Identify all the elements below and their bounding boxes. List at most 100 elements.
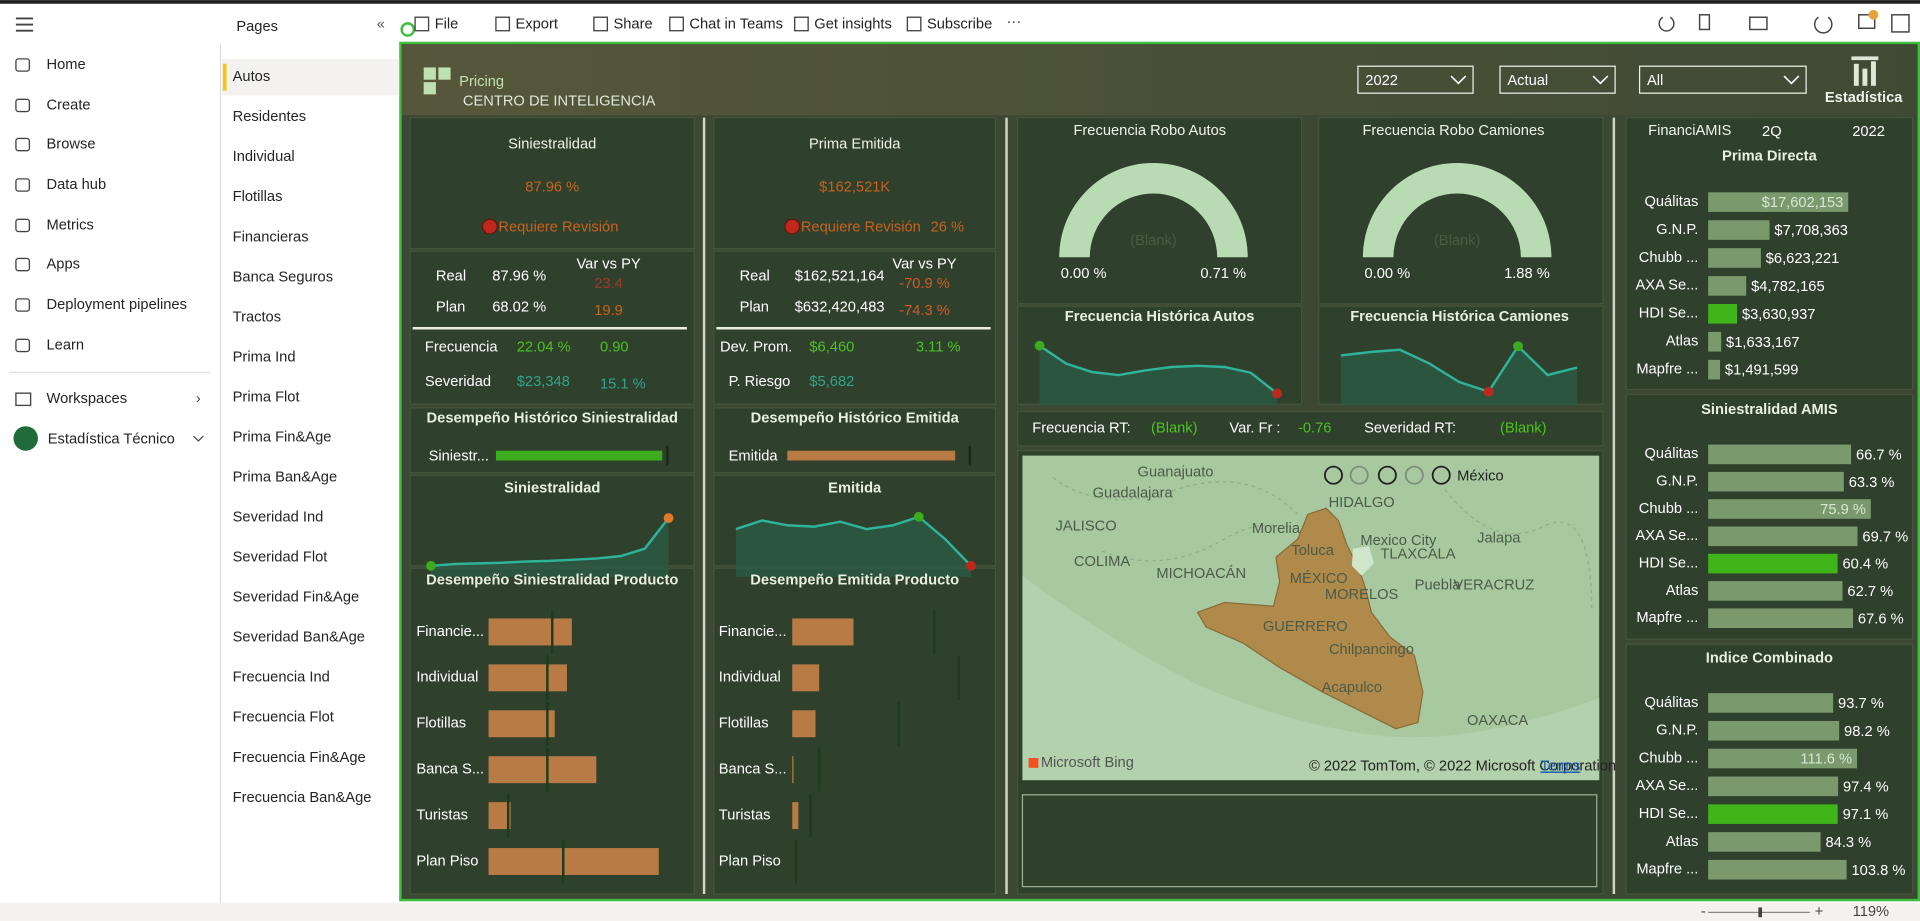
filter-value[interactable]: Actual bbox=[1507, 73, 1548, 89]
bar bbox=[488, 802, 511, 830]
page-tab[interactable]: Prima Ind bbox=[233, 349, 296, 365]
collapse-pages[interactable]: « bbox=[377, 16, 385, 32]
rt-label: Severidad RT: bbox=[1364, 421, 1456, 437]
page-tab[interactable]: Autos bbox=[233, 69, 271, 85]
nav-item[interactable]: Data hub bbox=[47, 177, 107, 193]
category-label: Individual bbox=[416, 670, 478, 686]
page-tab[interactable]: Frecuencia Ban&Age bbox=[233, 790, 372, 806]
nav-item[interactable]: Learn bbox=[47, 337, 85, 353]
value-label: $1,491,599 bbox=[1725, 363, 1799, 379]
value-label: 66.7 % bbox=[1856, 447, 1902, 463]
value-label: $3,630,937 bbox=[1742, 307, 1816, 323]
bing-logo bbox=[1028, 758, 1039, 768]
value-label: 97.1 % bbox=[1843, 807, 1889, 823]
toolbar-item[interactable]: Subscribe bbox=[927, 16, 992, 32]
map-label: Toluca bbox=[1291, 543, 1334, 559]
page-tab[interactable]: Prima Ban&Age bbox=[233, 470, 338, 486]
page-tab[interactable]: Individual bbox=[233, 149, 295, 165]
category-label: Quálitas bbox=[1644, 194, 1698, 210]
nav-item[interactable]: Metrics bbox=[47, 217, 94, 233]
hamburger[interactable] bbox=[15, 17, 34, 32]
filter-box bbox=[1499, 65, 1616, 94]
play-control[interactable] bbox=[1377, 465, 1397, 485]
toolbar-item[interactable]: Chat in Teams bbox=[689, 16, 783, 32]
page-tab[interactable]: Financieras bbox=[233, 229, 309, 245]
section-title: Desempeño Histórico Emitida bbox=[751, 411, 960, 427]
metric-label: Dev. Prom. bbox=[720, 340, 792, 356]
bar bbox=[1708, 444, 1852, 465]
page-tab[interactable]: Flotillas bbox=[233, 189, 283, 205]
page-tab[interactable]: Banca Seguros bbox=[233, 269, 333, 285]
map-label: COLIMA bbox=[1074, 554, 1131, 570]
metric-var: 15.1 % bbox=[600, 376, 646, 392]
bar bbox=[1708, 526, 1858, 547]
low-marker bbox=[966, 560, 976, 571]
bar bbox=[488, 618, 572, 646]
page-tab[interactable]: Severidad Ban&Age bbox=[233, 630, 365, 646]
map-coast bbox=[1022, 575, 1600, 781]
nav-item[interactable]: Home bbox=[47, 57, 86, 73]
category-label: Plan Piso bbox=[416, 853, 478, 869]
page-tab[interactable]: Frecuencia Fin&Age bbox=[233, 750, 366, 766]
kpi-title: Siniestralidad bbox=[508, 136, 596, 152]
kpi-value: 87.96 % bbox=[525, 179, 579, 195]
row-value: $632,420,483 bbox=[795, 299, 885, 315]
toolbar-item[interactable]: Get insights bbox=[814, 16, 892, 32]
bar bbox=[1708, 331, 1722, 352]
panel bbox=[1318, 117, 1604, 305]
rt-label: Frecuencia RT: bbox=[1032, 421, 1131, 437]
trend-area bbox=[431, 518, 669, 577]
filter-box bbox=[1638, 65, 1807, 94]
nav-item[interactable]: Apps bbox=[47, 256, 80, 272]
row-var: -70.9 % bbox=[899, 276, 950, 292]
logo: Pricing bbox=[459, 74, 504, 90]
page-tab[interactable]: Severidad Flot bbox=[233, 550, 328, 566]
page-tab[interactable]: Severidad Ind bbox=[233, 510, 324, 526]
nav-item[interactable]: Create bbox=[47, 97, 91, 113]
chart-title: Indice Combinado bbox=[1706, 651, 1833, 667]
filter-value[interactable]: All bbox=[1647, 73, 1663, 89]
category-label: Financie... bbox=[416, 624, 484, 640]
page-tab[interactable]: Frecuencia Flot bbox=[233, 710, 334, 726]
play-control[interactable] bbox=[1323, 465, 1343, 485]
filter-value[interactable]: 2022 bbox=[1365, 73, 1398, 89]
gauge-value: (Blank) bbox=[1130, 233, 1177, 249]
map-label: JALISCO bbox=[1056, 518, 1117, 534]
page-tab[interactable]: Frecuencia Ind bbox=[233, 670, 330, 686]
toolbar-icon bbox=[794, 16, 809, 32]
toolbar-item[interactable]: Share bbox=[613, 16, 652, 32]
page-tab[interactable]: Tractos bbox=[233, 309, 281, 325]
toolbar-item[interactable]: File bbox=[435, 16, 459, 32]
value-label: 84.3 % bbox=[1826, 835, 1872, 851]
toolbar-icon bbox=[495, 16, 511, 32]
nav-item[interactable]: Deployment pipelines bbox=[47, 297, 187, 313]
category-label: Chubb ... bbox=[1639, 250, 1699, 266]
category-label: Plan Piso bbox=[719, 853, 781, 869]
nav-workspaces[interactable]: Workspaces bbox=[47, 391, 128, 407]
var-header: Var vs PY bbox=[892, 256, 956, 272]
map-hole bbox=[1351, 546, 1374, 576]
nav-item[interactable]: Browse bbox=[47, 136, 96, 152]
notification-badge bbox=[1868, 9, 1879, 20]
category-label: Turistas bbox=[416, 807, 468, 823]
nav-icon bbox=[15, 137, 31, 152]
status-bar bbox=[0, 902, 1920, 921]
toolbar-item[interactable]: Export bbox=[516, 16, 558, 32]
nav-workspace[interactable]: Estadística Técnico bbox=[48, 432, 175, 448]
page-tab[interactable]: Residentes bbox=[233, 109, 306, 125]
page-tab[interactable]: Prima Flot bbox=[233, 389, 300, 405]
more-options[interactable]: ··· bbox=[1007, 14, 1022, 30]
panel bbox=[409, 407, 695, 474]
amis-title: FinanciAMIS bbox=[1648, 123, 1731, 139]
play-control[interactable] bbox=[1349, 465, 1369, 485]
map-terms[interactable]: Terms bbox=[1540, 758, 1580, 774]
section-title: Desempeño Siniestralidad Producto bbox=[426, 572, 678, 588]
page-tab[interactable]: Severidad Fin&Age bbox=[233, 590, 360, 606]
play-control[interactable] bbox=[1431, 465, 1451, 485]
page-tab[interactable]: Prima Fin&Age bbox=[233, 429, 332, 445]
play-control[interactable] bbox=[1404, 465, 1424, 485]
category-label: Financie... bbox=[719, 624, 787, 640]
zoom-level: 119% bbox=[1853, 904, 1889, 920]
trend-area bbox=[1039, 345, 1278, 406]
zoom-slider[interactable]: - + bbox=[1701, 904, 1823, 920]
